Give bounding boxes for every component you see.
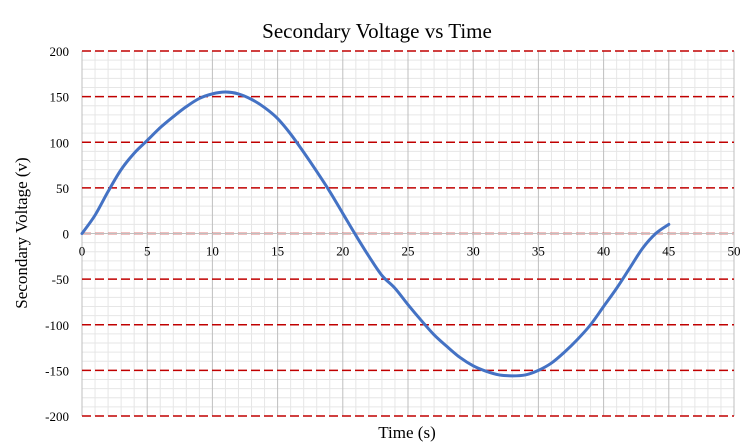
series-line-0 bbox=[80, 90, 671, 378]
x-tick-label: 50 bbox=[728, 244, 741, 259]
y-tick-label: 50 bbox=[56, 181, 69, 196]
grid bbox=[81, 50, 735, 417]
x-tick-label: 35 bbox=[532, 244, 545, 259]
chart-title: Secondary Voltage vs Time bbox=[262, 19, 492, 43]
y-tick-label: 100 bbox=[50, 135, 70, 150]
x-tick-label: 30 bbox=[467, 244, 480, 259]
y-tick-label: 200 bbox=[50, 44, 70, 59]
x-tick-label: 15 bbox=[271, 244, 284, 259]
y-tick-label: 150 bbox=[50, 90, 70, 105]
x-tick-label: 0 bbox=[79, 244, 86, 259]
x-tick-label: 45 bbox=[662, 244, 675, 259]
x-tick-label: 10 bbox=[206, 244, 219, 259]
y-tick-label: -200 bbox=[45, 409, 69, 424]
y-tick-label: 0 bbox=[63, 227, 70, 242]
series-layer bbox=[80, 90, 671, 378]
y-tick-label: -100 bbox=[45, 318, 69, 333]
tick-labels: 200 150 100 50 0 -50 -100 -150 -200 0 5 10 15 20 25 30 3… bbox=[45, 44, 740, 424]
x-axis-title: Time (s) bbox=[378, 423, 435, 442]
y-tick-label: -150 bbox=[45, 363, 69, 378]
x-tick-label: 5 bbox=[144, 244, 151, 259]
x-tick-label: 40 bbox=[597, 244, 610, 259]
y-tick-label: -50 bbox=[52, 272, 69, 287]
y-axis-title: Secondary Voltage (v) bbox=[12, 157, 31, 308]
x-tick-label: 20 bbox=[336, 244, 349, 259]
x-tick-label: 25 bbox=[402, 244, 415, 259]
